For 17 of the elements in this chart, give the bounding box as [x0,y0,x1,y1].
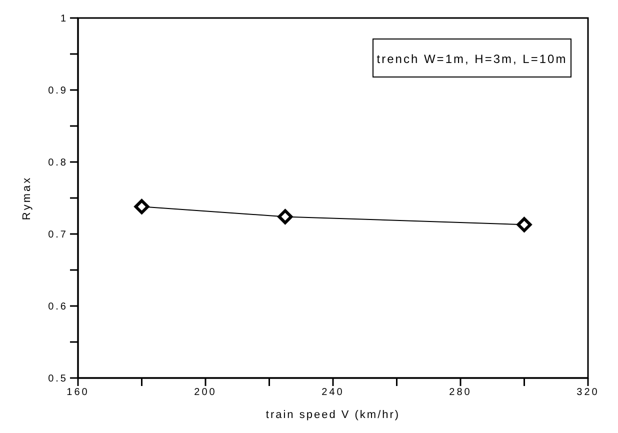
x-tick-label: 200 [194,387,217,398]
y-tick-label: 0.8 [48,158,68,169]
x-tick-label: 320 [576,387,600,398]
x-tick-label: 160 [66,387,90,398]
x-tick-label: 280 [449,387,472,398]
y-tick-label: 0.7 [48,230,68,241]
point [278,209,293,224]
x-tick-label: 240 [322,387,344,398]
point [516,217,532,232]
y-axis-title: Rymax [20,176,33,220]
y-tick-label: 0.5 [48,374,68,385]
annotation: trench W=1m, H=3m, L=10m [376,52,568,66]
y-tick-label: 1 [60,14,68,25]
point [134,199,150,214]
y-tick-label: 0.6 [48,302,68,313]
x-axis-title: train speed V (km/hr) [266,409,400,421]
y-tick-label: 0.9 [48,86,68,97]
